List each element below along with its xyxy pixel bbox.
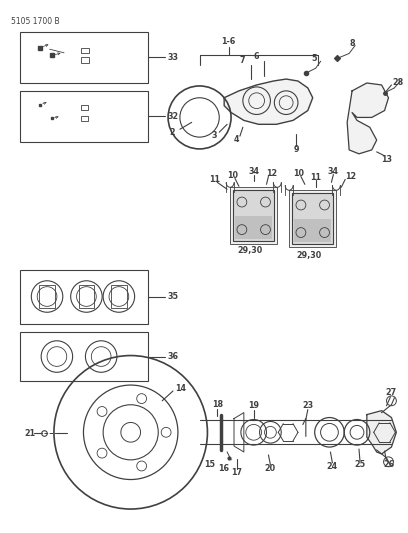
Text: 15: 15 xyxy=(204,461,215,469)
Text: 2: 2 xyxy=(169,128,175,136)
Text: 28: 28 xyxy=(392,78,404,87)
Text: 7: 7 xyxy=(239,56,245,65)
Bar xyxy=(233,190,274,241)
Text: 32: 32 xyxy=(167,112,178,121)
Text: 26: 26 xyxy=(383,461,394,469)
Text: 21: 21 xyxy=(24,429,35,438)
Text: 20: 20 xyxy=(265,464,276,473)
Text: 18: 18 xyxy=(212,400,223,409)
Bar xyxy=(82,116,89,122)
Text: 10: 10 xyxy=(293,169,304,178)
Text: 33: 33 xyxy=(167,53,178,62)
Text: 5: 5 xyxy=(311,54,317,63)
Bar xyxy=(20,91,149,142)
Text: 14: 14 xyxy=(175,384,186,392)
Text: 35: 35 xyxy=(167,292,178,301)
Text: 19: 19 xyxy=(248,401,259,410)
Bar xyxy=(79,285,94,308)
Text: 25: 25 xyxy=(355,461,366,469)
Bar xyxy=(230,187,277,244)
Text: 24: 24 xyxy=(327,462,338,471)
Text: 9: 9 xyxy=(293,146,299,155)
Text: 11: 11 xyxy=(209,175,220,184)
Bar xyxy=(82,47,89,53)
Bar xyxy=(289,190,336,247)
Text: 34: 34 xyxy=(249,167,260,176)
Text: 17: 17 xyxy=(231,468,242,477)
Text: 12: 12 xyxy=(266,169,277,178)
Bar xyxy=(294,219,331,243)
Text: 29,30: 29,30 xyxy=(237,246,262,255)
Bar xyxy=(20,270,149,324)
Text: 16: 16 xyxy=(218,464,229,473)
Text: 36: 36 xyxy=(167,352,178,361)
Bar xyxy=(82,104,89,110)
Bar xyxy=(235,216,273,239)
Text: 13: 13 xyxy=(381,155,392,164)
Text: 12: 12 xyxy=(345,172,356,181)
Text: 6: 6 xyxy=(254,52,259,61)
Bar xyxy=(39,285,55,308)
Bar xyxy=(292,193,333,244)
Text: 3: 3 xyxy=(212,131,217,140)
Bar xyxy=(111,285,127,308)
Text: 1-6: 1-6 xyxy=(221,37,235,46)
Text: 5105 1700 B: 5105 1700 B xyxy=(11,17,59,26)
Text: 34: 34 xyxy=(328,167,339,176)
Text: 27: 27 xyxy=(385,389,396,398)
Text: 11: 11 xyxy=(310,173,321,182)
Polygon shape xyxy=(224,79,313,124)
Text: 8: 8 xyxy=(349,39,355,48)
Bar xyxy=(82,58,89,63)
Bar xyxy=(20,32,149,83)
Bar xyxy=(20,332,149,381)
Text: 23: 23 xyxy=(302,401,313,410)
Text: 4: 4 xyxy=(233,134,239,143)
Text: 29,30: 29,30 xyxy=(296,251,321,260)
Polygon shape xyxy=(347,83,388,154)
Text: 10: 10 xyxy=(227,171,238,180)
Polygon shape xyxy=(367,410,396,454)
